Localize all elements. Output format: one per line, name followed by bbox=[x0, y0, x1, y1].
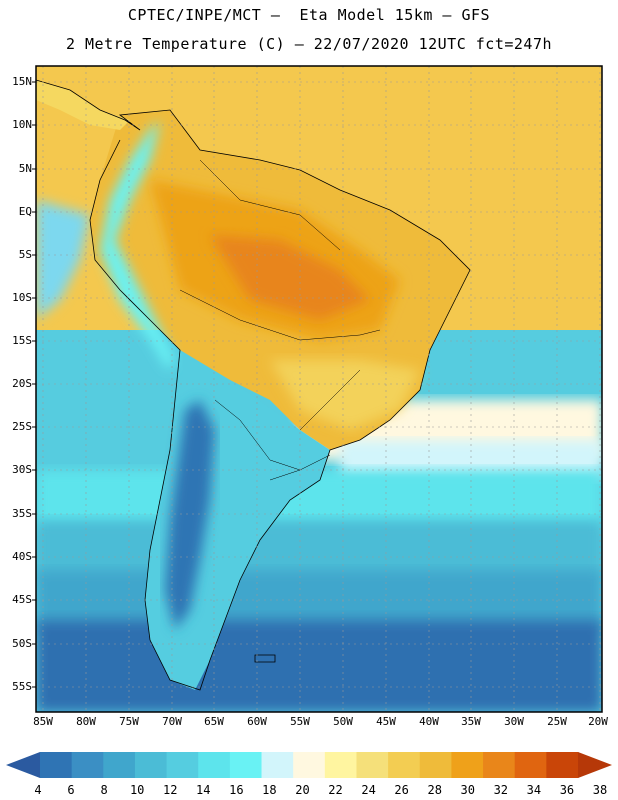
map-subtitle: 2 Metre Temperature (C) – 22/07/2020 12U… bbox=[65, 35, 553, 53]
lon-label: 30W bbox=[504, 715, 524, 728]
colorbar-label: 6 bbox=[67, 783, 75, 797]
lon-label: 75W bbox=[119, 715, 139, 728]
colorbar-label: 8 bbox=[100, 783, 108, 797]
coastlines bbox=[35, 79, 471, 691]
colorbar-high-arrow bbox=[578, 752, 612, 778]
colorbar-label: 12 bbox=[163, 783, 178, 797]
colorbar-cell bbox=[324, 752, 357, 778]
colorbar-label: 26 bbox=[394, 783, 409, 797]
colorbar-label: 32 bbox=[493, 783, 509, 797]
lon-label: 50W bbox=[333, 715, 353, 728]
lat-label: 10N bbox=[12, 118, 32, 131]
lat-label: EQ bbox=[18, 205, 32, 218]
lat-label: 15S bbox=[12, 334, 32, 347]
lat-label: 45S bbox=[12, 593, 32, 606]
lon-label: 65W bbox=[204, 715, 224, 728]
colorbar-cells bbox=[40, 752, 579, 778]
colorbar-cell bbox=[229, 752, 263, 778]
colorbar-cell bbox=[514, 752, 547, 778]
colorbar-cell bbox=[71, 752, 104, 778]
lat-label: 20S bbox=[12, 377, 32, 390]
colorbar-cell bbox=[451, 752, 484, 778]
lat-label: 55S bbox=[12, 680, 32, 693]
axis-ticks bbox=[32, 81, 36, 688]
region-pacific-equatorial bbox=[36, 200, 90, 320]
region-north-america-land bbox=[36, 80, 130, 130]
lon-label: 25W bbox=[547, 715, 567, 728]
lon-label: 80W bbox=[76, 715, 96, 728]
lat-label: 5N bbox=[18, 162, 32, 175]
region-andes-north bbox=[100, 120, 175, 370]
colorbar-label: 10 bbox=[129, 783, 145, 797]
lon-label: 40W bbox=[419, 715, 439, 728]
colorbar-cell bbox=[388, 752, 421, 778]
colorbar-cell bbox=[546, 752, 579, 778]
lon-label: 70W bbox=[162, 715, 182, 728]
lon-label: 35W bbox=[461, 715, 481, 728]
lat-label: 50S bbox=[12, 637, 32, 650]
colorbar-label: 28 bbox=[427, 783, 442, 797]
temperature-field bbox=[36, 66, 602, 712]
colorbar-label: 14 bbox=[196, 783, 211, 797]
colorbar-cell bbox=[166, 752, 199, 778]
lat-label: 10S bbox=[12, 291, 32, 304]
colorbar-cell bbox=[198, 752, 231, 778]
graticule bbox=[36, 66, 602, 712]
colorbar-cell bbox=[419, 752, 452, 778]
colorbar-low-arrow bbox=[6, 752, 40, 778]
colorbar-label: 34 bbox=[526, 783, 542, 797]
lat-label: 30S bbox=[12, 463, 32, 476]
lon-label: 45W bbox=[376, 715, 396, 728]
lon-label: 60W bbox=[247, 715, 267, 728]
colorbar bbox=[6, 752, 612, 778]
map-title: CPTEC/INPE/MCT – Eta Model 15km – GFS bbox=[127, 6, 491, 24]
colorbar-cell bbox=[103, 752, 136, 778]
colorbar-cell bbox=[134, 752, 168, 778]
colorbar-label: 36 bbox=[559, 783, 575, 797]
colorbar-cell bbox=[483, 752, 516, 778]
colorbar-cell bbox=[261, 752, 294, 778]
colorbar-label: 38 bbox=[592, 783, 608, 797]
region-andes-high bbox=[165, 400, 215, 630]
colorbar-label: 24 bbox=[361, 783, 376, 797]
falklands-outline bbox=[254, 654, 276, 663]
lon-label: 55W bbox=[290, 715, 310, 728]
south-america-coast bbox=[35, 79, 471, 691]
lat-label: 5S bbox=[18, 248, 32, 261]
colorbar-cell bbox=[356, 752, 389, 778]
lon-label: 20W bbox=[588, 715, 608, 728]
colorbar-label: 22 bbox=[328, 783, 343, 797]
lat-label: 25S bbox=[12, 420, 32, 433]
lon-label: 85W bbox=[33, 715, 53, 728]
lat-label: 35S bbox=[12, 507, 32, 520]
region-amazon-core bbox=[210, 235, 370, 320]
lat-label: 15N bbox=[12, 75, 32, 88]
colorbar-cell bbox=[293, 752, 326, 778]
colorbar-label: 18 bbox=[262, 783, 277, 797]
lat-label: 40S bbox=[12, 550, 32, 563]
colorbar-label: 20 bbox=[295, 783, 310, 797]
region-patagonia-sea bbox=[36, 620, 602, 712]
map-frame bbox=[35, 65, 603, 713]
colorbar-label: 4 bbox=[34, 783, 42, 797]
region-brazil-south-east bbox=[270, 360, 420, 430]
colorbar-cell bbox=[40, 752, 73, 778]
colorbar-label: 16 bbox=[229, 783, 244, 797]
colorbar-label: 30 bbox=[460, 783, 475, 797]
